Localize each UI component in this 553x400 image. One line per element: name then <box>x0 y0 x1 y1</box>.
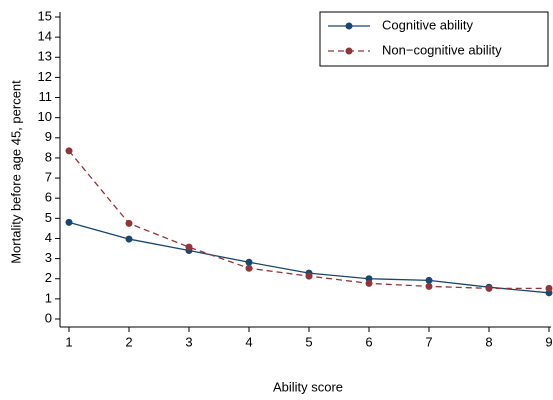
point <box>185 243 193 251</box>
point <box>125 219 133 227</box>
y-tick-label: 14 <box>38 29 52 44</box>
point <box>425 276 433 284</box>
x-tick-label: 4 <box>245 334 252 349</box>
x-tick-label: 1 <box>65 334 72 349</box>
x-axis-label: Ability score <box>273 379 343 394</box>
legend-label: Cognitive ability <box>382 17 474 32</box>
y-tick-label: 5 <box>45 210 52 225</box>
legend-marker <box>345 22 353 30</box>
legend-marker <box>345 47 353 55</box>
y-tick-label: 12 <box>38 69 52 84</box>
point <box>485 284 493 292</box>
series-line <box>68 221 550 294</box>
point <box>305 272 313 280</box>
x-tick-label: 8 <box>485 334 492 349</box>
y-tick-label: 4 <box>45 230 52 245</box>
y-tick-label: 6 <box>45 190 52 205</box>
y-tick-label: 8 <box>45 149 52 164</box>
point <box>245 264 253 272</box>
point <box>65 147 73 155</box>
x-tick-label: 3 <box>185 334 192 349</box>
y-tick-label: 0 <box>45 310 52 325</box>
y-tick-label: 1 <box>45 290 52 305</box>
x-tick-label: 5 <box>305 334 312 349</box>
y-tick-label: 7 <box>45 170 52 185</box>
legend-label: Non−cognitive ability <box>382 42 502 57</box>
x-tick-label: 2 <box>125 334 132 349</box>
point <box>245 258 253 266</box>
point <box>545 284 553 292</box>
y-tick-label: 9 <box>45 129 52 144</box>
y-tick-label: 10 <box>38 109 52 124</box>
y-tick-label: 13 <box>38 49 52 64</box>
x-tick-label: 6 <box>365 334 372 349</box>
y-tick-label: 11 <box>39 89 53 104</box>
x-tick-label: 9 <box>545 334 552 349</box>
y-tick-label: 2 <box>45 270 52 285</box>
series-line <box>68 150 549 290</box>
legend-box <box>319 11 549 67</box>
y-axis-label: Mortality before age 45, percent <box>8 80 23 264</box>
point <box>125 235 133 243</box>
point <box>425 282 433 290</box>
point <box>365 279 373 287</box>
x-tick-label: 7 <box>425 334 432 349</box>
point <box>65 218 73 226</box>
y-tick-label: 3 <box>45 250 52 265</box>
y-tick-label: 15 <box>38 8 52 23</box>
